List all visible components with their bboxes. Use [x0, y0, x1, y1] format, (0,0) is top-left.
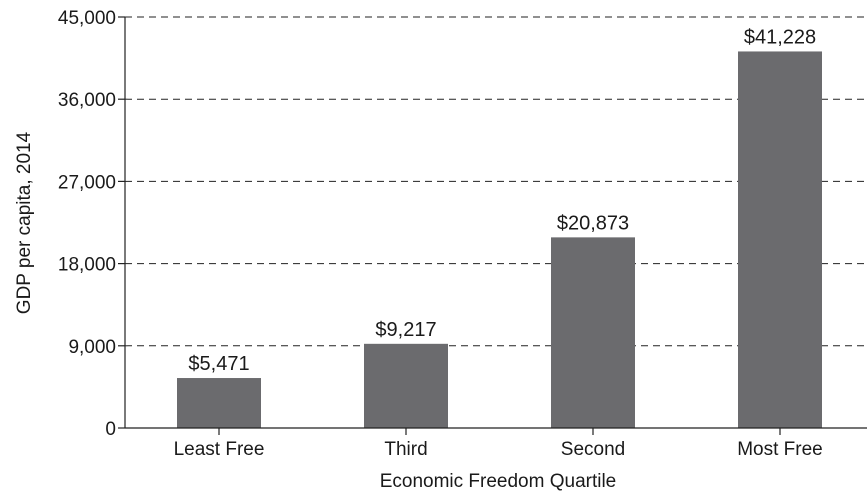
axes [124, 17, 867, 429]
y-tick-label: 36,000 [58, 90, 116, 111]
data-labels: $5,471 $9,217 $20,873 $41,228 [188, 26, 816, 375]
x-ticks: Least Free Third Second Most Free [174, 428, 823, 460]
y-ticks: 0 9,000 18,000 27,000 36,000 45,000 [58, 8, 125, 440]
bar [364, 343, 448, 428]
x-tick-label: Third [384, 439, 427, 460]
y-tick-label: 0 [105, 419, 116, 440]
y-tick-label: 27,000 [58, 172, 116, 193]
data-label: $41,228 [744, 26, 816, 48]
y-tick-label: 18,000 [58, 255, 116, 276]
y-tick-label: 45,000 [58, 8, 116, 29]
bars [177, 51, 822, 429]
data-label: $9,217 [375, 319, 436, 341]
bar [177, 378, 261, 428]
x-tick-label: Second [561, 439, 625, 460]
y-tick-label: 9,000 [68, 337, 116, 358]
x-tick-label: Most Free [737, 439, 823, 460]
x-axis-title: Economic Freedom Quartile [380, 471, 617, 492]
y-axis-title: GDP per capita, 2014 [14, 131, 35, 314]
x-tick-label: Least Free [174, 439, 265, 460]
bar [738, 51, 822, 429]
data-label: $5,471 [188, 353, 249, 375]
bar [551, 237, 635, 428]
data-label: $20,873 [557, 212, 629, 234]
